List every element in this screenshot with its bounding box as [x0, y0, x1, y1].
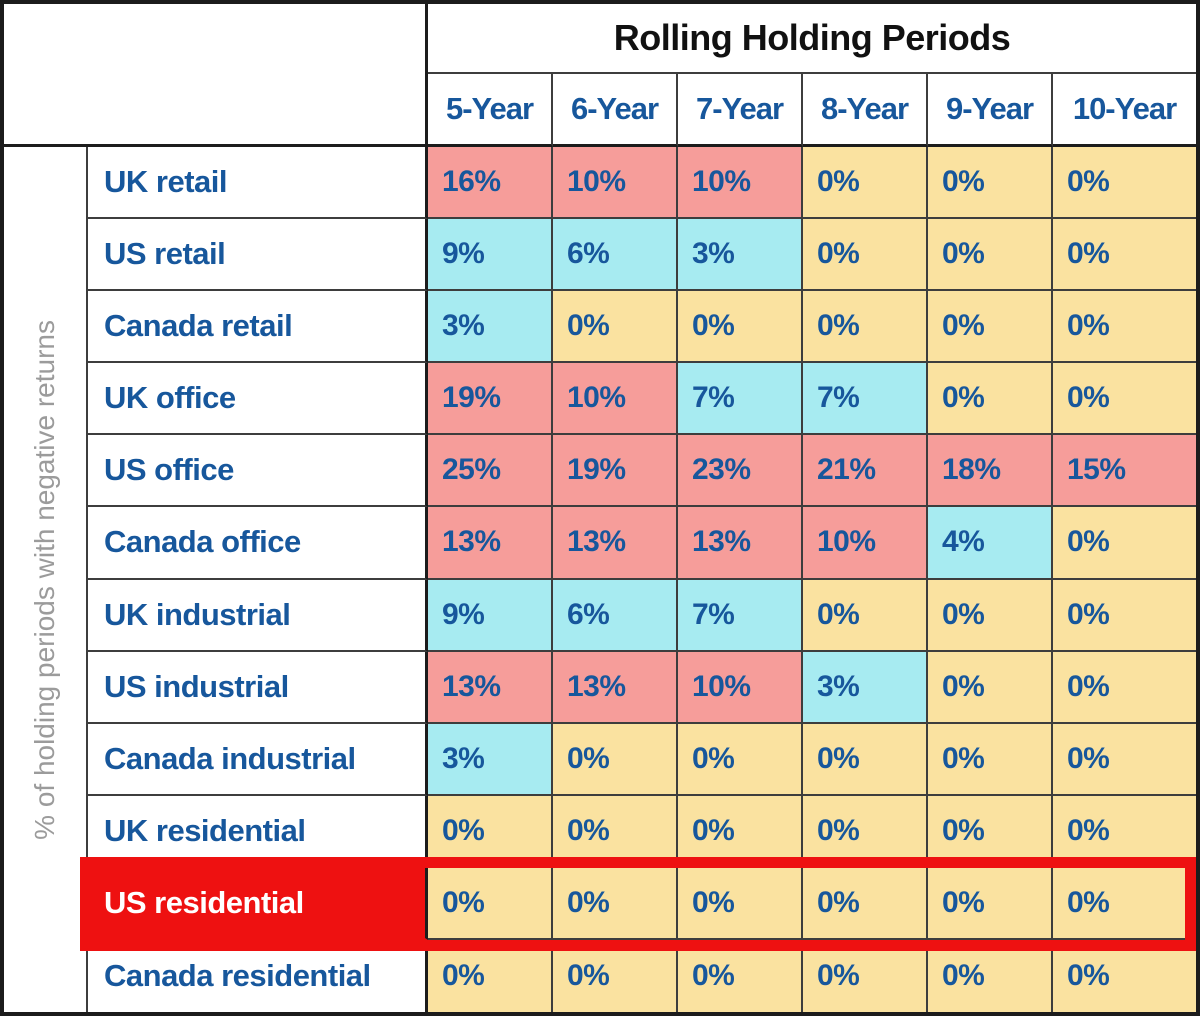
heatmap-cell: 0%: [1053, 219, 1196, 292]
heatmap-cell: 0%: [803, 579, 928, 652]
column-header-5-year: 5-Year: [428, 74, 553, 147]
heatmap-cell: 13%: [553, 651, 678, 724]
heatmap-cell: 19%: [428, 363, 553, 436]
heatmap-cell: 3%: [428, 723, 553, 796]
heatmap-cell: 9%: [428, 219, 553, 292]
heatmap-cell: 7%: [678, 363, 803, 436]
table-title: Rolling Holding Periods: [428, 4, 1196, 74]
heatmap-cell: 18%: [928, 435, 1053, 508]
heatmap-cell: 6%: [553, 219, 678, 292]
heatmap-cell: 0%: [1053, 363, 1196, 436]
heatmap-cell: 0%: [553, 795, 678, 868]
heatmap-cell: 0%: [928, 291, 1053, 364]
heatmap-cell: 0%: [803, 867, 928, 940]
heatmap-cell: 10%: [678, 651, 803, 724]
heatmap-cell: 19%: [553, 435, 678, 508]
heatmap-cell: 0%: [928, 795, 1053, 868]
heatmap-cell: 25%: [428, 435, 553, 508]
heatmap-cell: 0%: [428, 867, 553, 940]
heatmap-cell: 0%: [553, 723, 678, 796]
heatmap-cell: 0%: [1053, 579, 1196, 652]
row-label-us-office: US office: [88, 435, 428, 508]
heatmap-cell: 16%: [428, 147, 553, 220]
heatmap-cell: 0%: [678, 723, 803, 796]
heatmap-cell: 0%: [928, 219, 1053, 292]
heatmap-cell: 0%: [1053, 795, 1196, 868]
heatmap-cell: 4%: [928, 507, 1053, 580]
heatmap-cell: 0%: [1053, 939, 1196, 1012]
heatmap-cell: 0%: [928, 867, 1053, 940]
heatmap-cell: 0%: [803, 219, 928, 292]
heatmap-cell: 0%: [678, 291, 803, 364]
row-label-canada-industrial: Canada industrial: [88, 723, 428, 796]
heatmap-cell: 0%: [1053, 147, 1196, 220]
heatmap-cell: 23%: [678, 435, 803, 508]
column-header-8-year: 8-Year: [803, 74, 928, 147]
y-axis-label-text: % of holding periods with negative retur…: [29, 319, 60, 840]
heatmap-cell: 0%: [1053, 507, 1196, 580]
heatmap-cell: 13%: [553, 507, 678, 580]
heatmap-cell: 0%: [803, 147, 928, 220]
row-label-us-industrial: US industrial: [88, 651, 428, 724]
heatmap-cell: 0%: [678, 795, 803, 868]
corner-spacer: [4, 4, 428, 147]
heatmap-cell: 3%: [678, 219, 803, 292]
row-label-canada-residential: Canada residential: [88, 939, 428, 1012]
row-label-canada-office: Canada office: [88, 507, 428, 580]
row-label-canada-retail: Canada retail: [88, 291, 428, 364]
heatmap-cell: 10%: [553, 147, 678, 220]
heatmap-cell: 0%: [428, 795, 553, 868]
column-header-10-year: 10-Year: [1053, 74, 1196, 147]
heatmap-cell: 0%: [928, 651, 1053, 724]
heatmap-cell: 0%: [928, 723, 1053, 796]
heatmap-cell: 3%: [803, 651, 928, 724]
heatmap-cell: 13%: [428, 651, 553, 724]
heatmap-cell: 0%: [803, 939, 928, 1012]
row-label-uk-industrial: UK industrial: [88, 579, 428, 652]
heatmap-cell: 21%: [803, 435, 928, 508]
heatmap-cell: 0%: [803, 291, 928, 364]
y-axis-label: % of holding periods with negative retur…: [4, 147, 88, 1012]
heatmap-cell: 6%: [553, 579, 678, 652]
heatmap-cell: 0%: [928, 363, 1053, 436]
heatmap-cell: 0%: [928, 147, 1053, 220]
heatmap-cell: 0%: [928, 939, 1053, 1012]
heatmap-cell: 10%: [678, 147, 803, 220]
heatmap-cell: 0%: [428, 939, 553, 1012]
heatmap-cell: 0%: [1053, 651, 1196, 724]
heatmap-cell: 0%: [678, 867, 803, 940]
row-label-uk-retail: UK retail: [88, 147, 428, 220]
heatmap-cell: 0%: [553, 939, 678, 1012]
heatmap-cell: 0%: [1053, 291, 1196, 364]
heatmap-cell: 13%: [678, 507, 803, 580]
column-header-6-year: 6-Year: [553, 74, 678, 147]
heatmap-cell: 0%: [678, 939, 803, 1012]
heatmap-cell: 10%: [803, 507, 928, 580]
heatmap-cell: 0%: [1053, 723, 1196, 796]
heatmap-cell: 0%: [1053, 867, 1196, 940]
heatmap-cell: 9%: [428, 579, 553, 652]
heatmap-cell: 0%: [553, 291, 678, 364]
row-label-uk-office: UK office: [88, 363, 428, 436]
heatmap-cell: 15%: [1053, 435, 1196, 508]
heatmap-cell: 7%: [678, 579, 803, 652]
heatmap-cell: 3%: [428, 291, 553, 364]
heatmap-cell: 10%: [553, 363, 678, 436]
heatmap-cell: 13%: [428, 507, 553, 580]
heatmap-cell: 7%: [803, 363, 928, 436]
column-header-9-year: 9-Year: [928, 74, 1053, 147]
heatmap-cell: 0%: [553, 867, 678, 940]
row-label-uk-residential: UK residential: [88, 795, 428, 868]
heatmap-cell: 0%: [803, 795, 928, 868]
column-header-7-year: 7-Year: [678, 74, 803, 147]
heatmap-cell: 0%: [928, 579, 1053, 652]
heatmap-cell: 0%: [803, 723, 928, 796]
row-label-us-residential: US residential: [88, 867, 428, 940]
row-label-us-retail: US retail: [88, 219, 428, 292]
